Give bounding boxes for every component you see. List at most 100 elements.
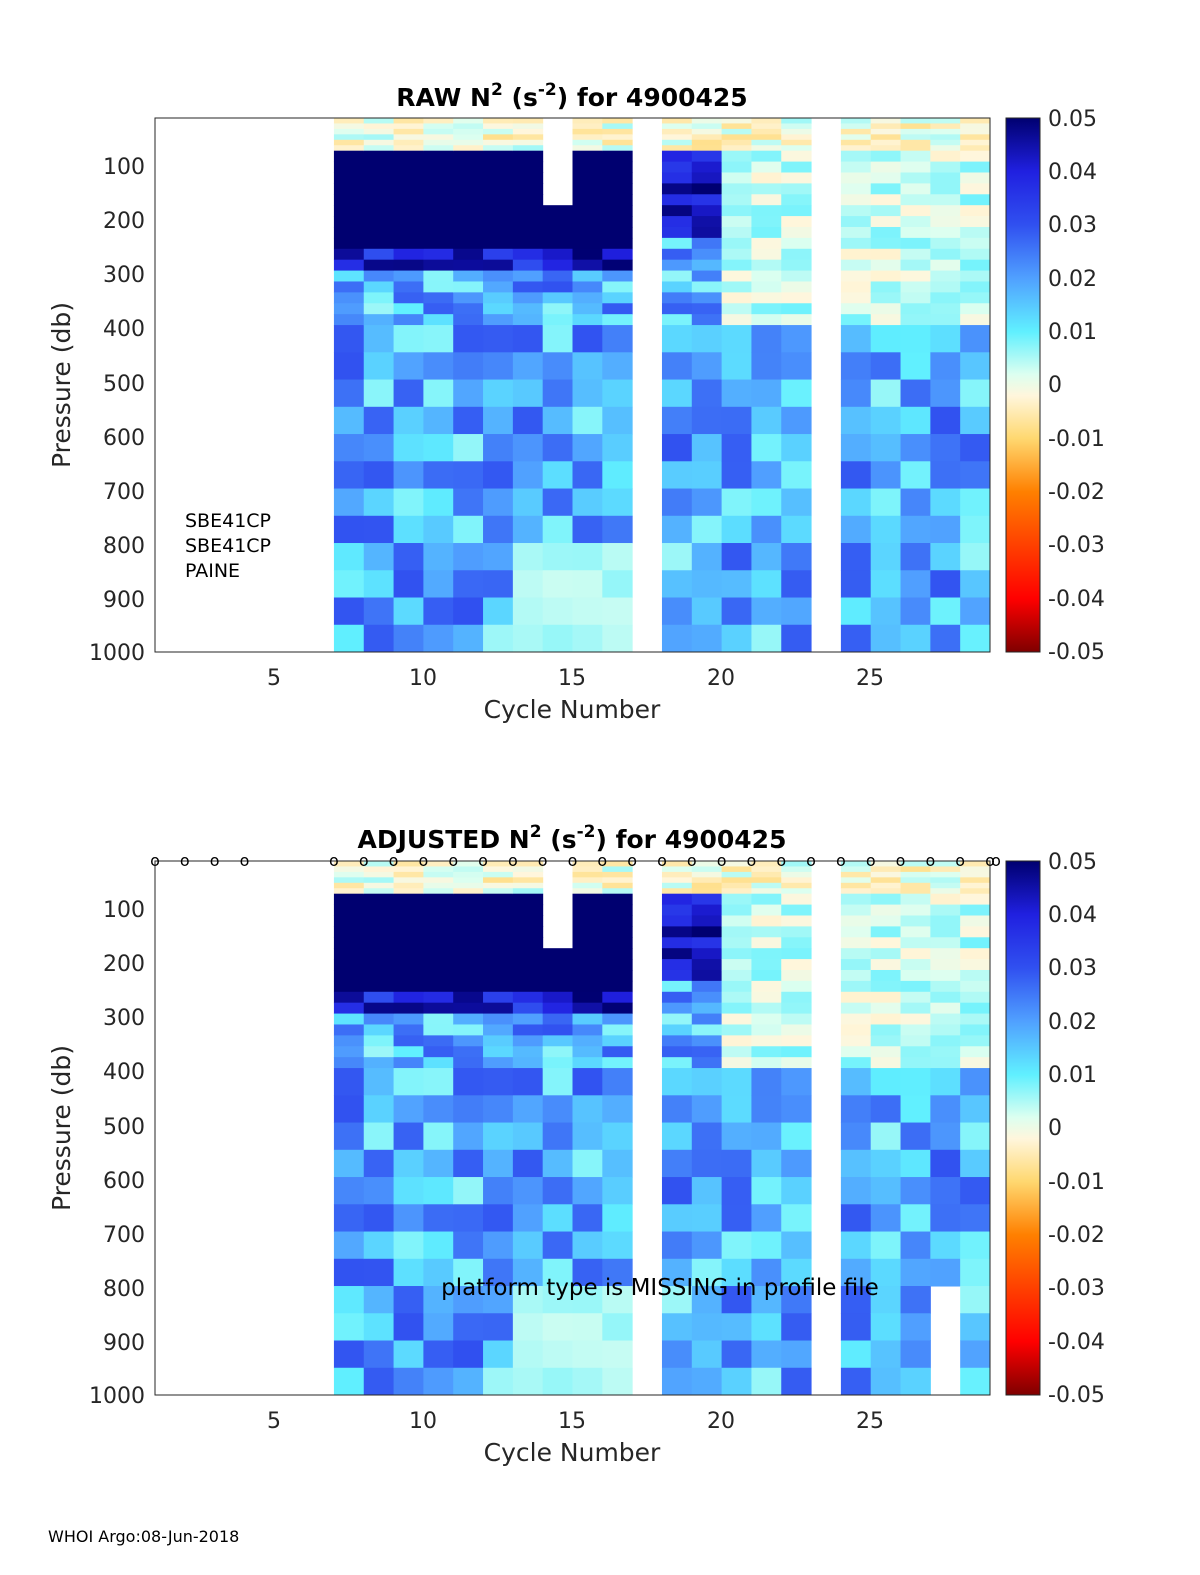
heatmap-cell [393, 172, 424, 184]
colorbar-tick: 0 [1048, 1116, 1062, 1141]
heatmap-cell [423, 1095, 454, 1124]
heatmap-cell [691, 128, 723, 135]
heatmap-cell [483, 183, 514, 195]
sensor-label: PAINE [185, 560, 240, 582]
heatmap-cell [363, 183, 395, 195]
heatmap-cell [453, 314, 484, 326]
heatmap-cell [960, 937, 991, 949]
heatmap-cell [661, 172, 693, 184]
heatmap-cell [900, 597, 931, 626]
heatmap-cell [542, 270, 573, 282]
heatmap-cell [453, 1313, 484, 1342]
heatmap-cell [423, 226, 454, 239]
heatmap-cell [363, 570, 395, 599]
heatmap-cell [930, 281, 961, 293]
heatmap-cell [870, 1367, 902, 1396]
heatmap-cell [602, 237, 633, 250]
heatmap-cell [483, 379, 514, 408]
heatmap-cell [930, 205, 961, 217]
heatmap-cell [721, 461, 752, 490]
heatmap-cell [870, 904, 902, 916]
heatmap-cell [661, 543, 693, 571]
heatmap-cell [751, 183, 782, 195]
heatmap-cell [423, 1122, 454, 1151]
heatmap-cell [512, 948, 544, 960]
heatmap-cell [333, 314, 365, 326]
heatmap-cell [333, 1013, 365, 1025]
heatmap-cell [542, 237, 573, 250]
heatmap-cell [542, 281, 573, 293]
heatmap-cell [870, 248, 902, 261]
heatmap-cell [751, 303, 782, 315]
heatmap-cell [333, 570, 365, 599]
heatmap-cell [840, 1258, 872, 1287]
heatmap-cell [602, 118, 633, 124]
heatmap-cell [900, 915, 931, 927]
heatmap-cell [960, 1046, 991, 1058]
heatmap-cell [781, 281, 812, 293]
heatmap-cell [423, 145, 454, 152]
heatmap-cell [572, 145, 603, 152]
heatmap-cell [602, 259, 633, 272]
heatmap-cell [512, 259, 544, 272]
heatmap-cell [661, 379, 693, 408]
heatmap-cell [960, 959, 991, 971]
heatmap-cell [781, 270, 812, 282]
heatmap-cell [483, 281, 514, 293]
heatmap-cell [333, 1149, 365, 1178]
heatmap-cell [691, 1035, 723, 1047]
heatmap-cell [572, 969, 603, 982]
heatmap-cell [691, 1013, 723, 1025]
heatmap-cell [542, 1340, 573, 1369]
heatmap-cell [661, 150, 693, 163]
heatmap-cell [542, 1122, 573, 1151]
heatmap-cell [572, 893, 603, 906]
heatmap-cell [840, 248, 872, 261]
heatmap-cell [721, 1367, 752, 1396]
heatmap-cell [661, 434, 693, 462]
heatmap-cell [512, 406, 544, 435]
heatmap-cell [572, 1313, 603, 1342]
heatmap-cell [512, 915, 544, 927]
heatmap-cell [960, 139, 991, 146]
heatmap-cell [363, 866, 395, 873]
heatmap-cell [572, 915, 603, 927]
raw-y-tick: 500 [103, 372, 145, 397]
heatmap-cell [751, 543, 782, 571]
heatmap-cell [691, 915, 723, 927]
heatmap-cell [721, 172, 752, 184]
heatmap-cell [781, 216, 812, 228]
heatmap-cell [423, 292, 454, 304]
heatmap-cell [781, 1367, 812, 1396]
heatmap-cell [363, 248, 395, 261]
heatmap-cell [781, 1231, 812, 1260]
heatmap-cell [393, 1258, 424, 1287]
heatmap-cell [691, 1204, 723, 1233]
heatmap-cell [542, 406, 573, 435]
heatmap-cell [333, 926, 365, 938]
heatmap-cell [333, 624, 365, 653]
heatmap-cell [691, 969, 723, 982]
heatmap-cell [483, 1046, 514, 1058]
heatmap-cell [721, 281, 752, 293]
heatmap-cell [602, 194, 633, 206]
heatmap-cell [602, 406, 633, 435]
heatmap-cell [512, 314, 544, 326]
heatmap-cell [333, 871, 365, 878]
heatmap-cell [572, 161, 603, 173]
heatmap-cell [840, 226, 872, 239]
heatmap-cell [333, 1258, 365, 1287]
heatmap-cell [900, 194, 931, 206]
heatmap-cell [840, 118, 872, 124]
heatmap-cell [572, 123, 603, 130]
heatmap-cell [721, 1095, 752, 1124]
heatmap-cell [393, 888, 424, 895]
heatmap-cell [333, 1035, 365, 1047]
heatmap-cell [661, 270, 693, 282]
heatmap-cell [602, 303, 633, 315]
heatmap-cell [572, 205, 603, 217]
adjusted-y-tick: 300 [103, 1006, 145, 1031]
heatmap-cell [572, 597, 603, 626]
heatmap-cell [393, 980, 424, 993]
heatmap-cell [840, 134, 872, 141]
